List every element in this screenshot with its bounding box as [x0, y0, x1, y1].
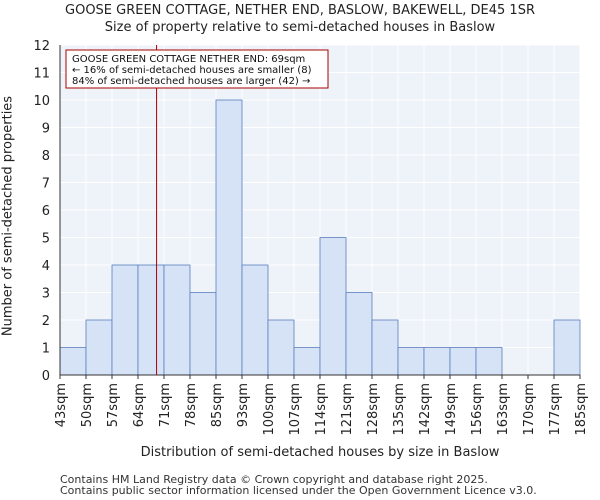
- x-tick-label: 43sqm: [54, 383, 69, 427]
- histogram-bar: [267, 319, 295, 376]
- x-tick-label: 185sqm: [574, 383, 589, 436]
- x-axis-label: Distribution of semi-detached houses by …: [140, 445, 500, 460]
- x-tick-label: 50sqm: [80, 383, 95, 427]
- x-tick-label: 163sqm: [496, 383, 511, 436]
- y-tick-label: 11: [33, 67, 50, 82]
- histogram-bar: [163, 264, 191, 376]
- x-tick-label: 78sqm: [184, 383, 199, 427]
- annotation-line: ← 16% of semi-detached houses are smalle…: [72, 65, 312, 76]
- x-tick-label: 156sqm: [470, 383, 485, 436]
- histogram-bar: [215, 99, 243, 376]
- histogram-bar: [59, 347, 87, 376]
- y-tick-label: 10: [33, 94, 50, 109]
- x-tick-label: 85sqm: [210, 383, 225, 427]
- histogram-bar: [293, 347, 321, 376]
- footer-licence: Contains public sector information licen…: [60, 484, 537, 497]
- x-tick-label: 135sqm: [392, 383, 407, 436]
- x-tick-label: 114sqm: [314, 383, 329, 436]
- x-tick-label: 107sqm: [288, 383, 303, 436]
- annotation-line: 84% of semi-detached houses are larger (…: [72, 76, 310, 87]
- y-tick-label: 7: [42, 177, 50, 192]
- histogram-bar: [371, 319, 399, 376]
- y-tick-label: 5: [42, 232, 50, 247]
- chart-subtitle: Size of property relative to semi-detach…: [104, 20, 496, 35]
- y-tick-label: 9: [42, 122, 50, 137]
- histogram-bar: [397, 347, 425, 376]
- x-tick-label: 71sqm: [158, 383, 173, 427]
- x-tick-label: 149sqm: [444, 383, 459, 436]
- y-axis-label: Number of semi-detached properties: [0, 95, 16, 337]
- y-tick-label: 8: [42, 149, 50, 164]
- y-tick-label: 2: [42, 314, 50, 329]
- y-tick-label: 1: [42, 342, 50, 357]
- histogram-bar: [85, 319, 113, 376]
- histogram-bar: [111, 264, 139, 376]
- x-tick-label: 142sqm: [418, 383, 433, 436]
- histogram-bar: [189, 292, 217, 376]
- x-tick-label: 93sqm: [236, 383, 251, 427]
- histogram-bar: [449, 347, 477, 376]
- histogram-bar: [553, 319, 581, 376]
- x-tick-label: 64sqm: [132, 383, 147, 427]
- histogram-bar: [345, 292, 373, 376]
- annotation-box: [65, 49, 329, 89]
- y-tick-label: 6: [42, 204, 50, 219]
- annotation-line: GOOSE GREEN COTTAGE NETHER END: 69sqm: [72, 54, 305, 65]
- chart-title: GOOSE GREEN COTTAGE, NETHER END, BASLOW,…: [65, 3, 535, 18]
- x-tick-label: 170sqm: [522, 383, 537, 436]
- histogram-bar: [475, 347, 503, 376]
- histogram-bar: [319, 237, 347, 376]
- y-tick-label: 3: [42, 287, 50, 302]
- histogram-bar: [137, 264, 165, 376]
- x-tick-label: 177sqm: [548, 383, 563, 436]
- x-tick-label: 121sqm: [340, 383, 355, 436]
- x-tick-label: 57sqm: [106, 383, 121, 427]
- x-tick-label: 100sqm: [262, 383, 277, 436]
- histogram-bar: [241, 264, 269, 376]
- histogram-bar: [423, 347, 451, 376]
- y-tick-label: 12: [33, 39, 50, 54]
- y-tick-label: 0: [42, 369, 50, 384]
- footer-copyright: Contains HM Land Registry data © Crown c…: [60, 473, 488, 486]
- y-tick-label: 4: [42, 259, 50, 274]
- x-tick-label: 128sqm: [366, 383, 381, 436]
